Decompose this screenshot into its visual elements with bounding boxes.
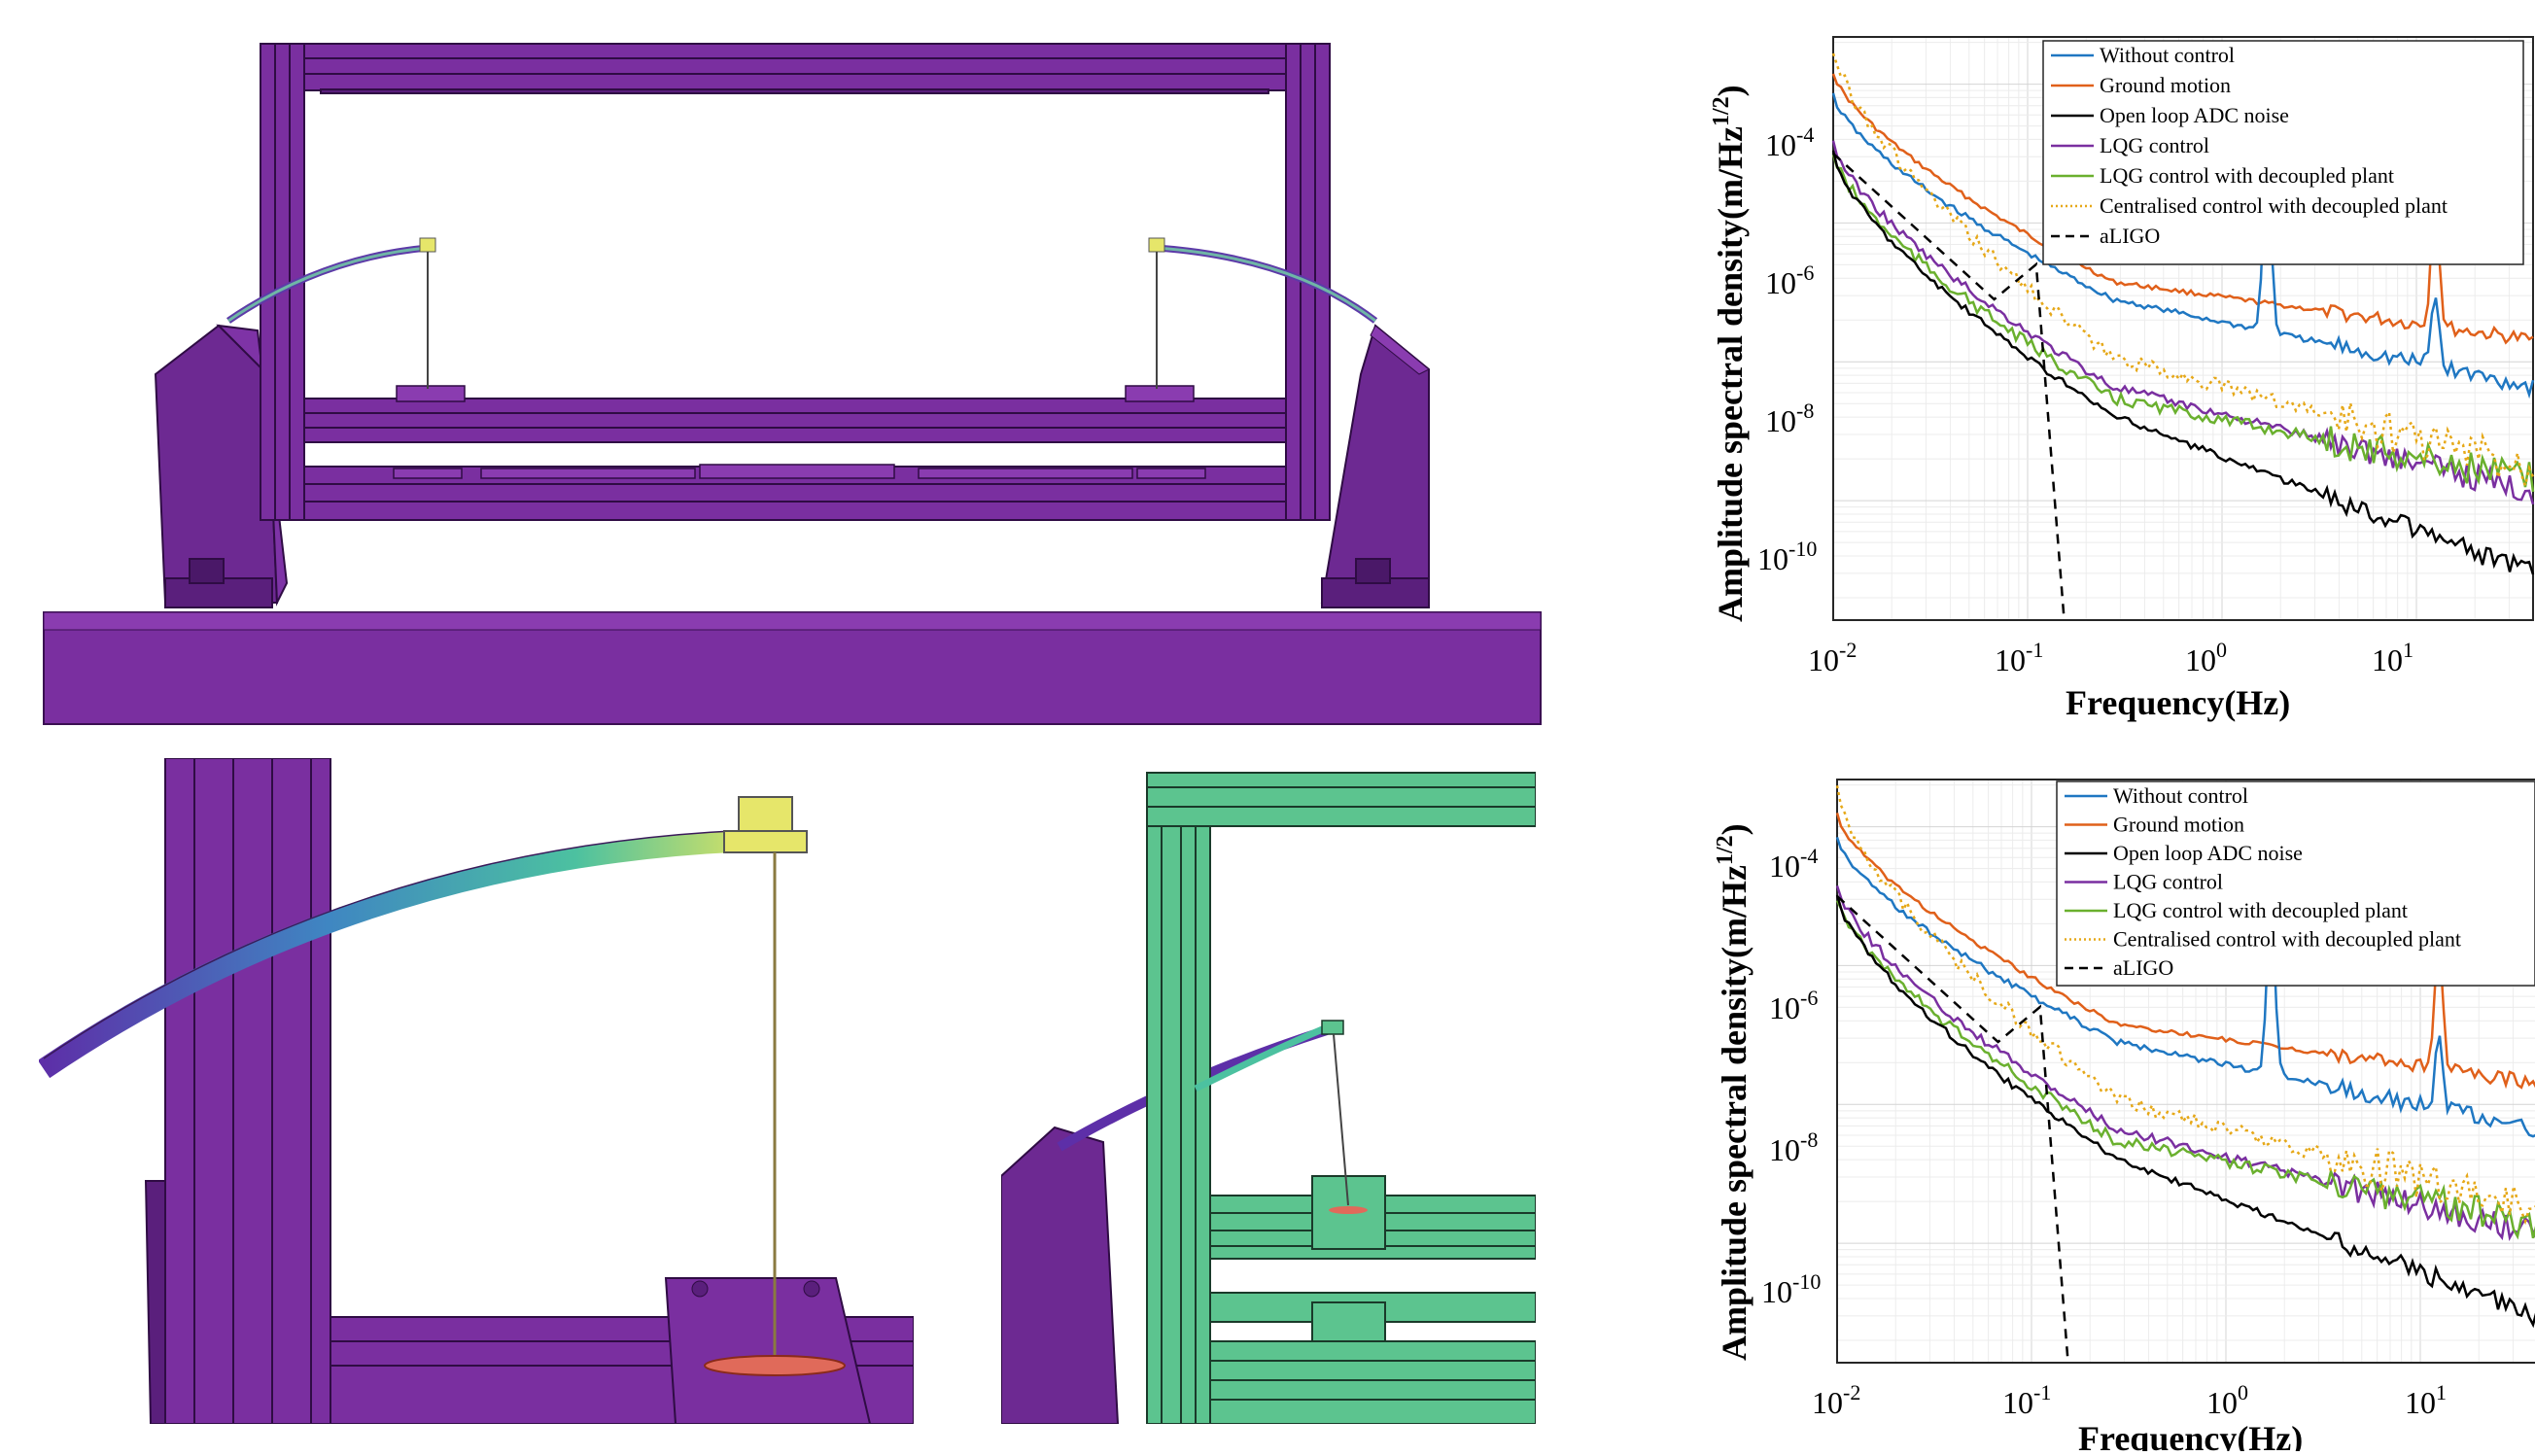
y-tick-label: 10-4 xyxy=(1765,122,1814,162)
x-tick-label: 100 xyxy=(2206,1380,2248,1420)
legend-label: Without control xyxy=(2113,783,2248,808)
cad-closeup-left-svg xyxy=(37,757,915,1425)
cad-closeup-green-svg xyxy=(1000,772,1537,1425)
y-tick-label: 10-10 xyxy=(1757,537,1817,576)
x-tick-label: 10-2 xyxy=(1808,638,1857,677)
asd-plot-top-svg: Without control Ground motion Open loop AD… xyxy=(1709,36,2535,722)
cad-closeup-green xyxy=(1000,768,1537,1425)
plot-axes-box xyxy=(1836,779,2535,1364)
closeup-blade xyxy=(37,830,754,1079)
green-view-wire xyxy=(1333,1033,1349,1206)
x-axis-label: Frequency(Hz) xyxy=(2078,1419,2303,1451)
legend-label: Ground motion xyxy=(2113,813,2244,837)
right-blade xyxy=(1156,244,1378,324)
asd-plot-bottom-svg: Without control Ground motion Open loop AD… xyxy=(1713,779,2535,1456)
x-tick-label: 100 xyxy=(2185,638,2227,677)
legend-box xyxy=(2056,780,2535,987)
curve-ground_motion xyxy=(1831,73,2534,345)
curve-aligo xyxy=(1836,895,2069,1364)
asd-plot-top: Without control Ground motion Open loop AD… xyxy=(1709,10,2535,729)
curve-without_control xyxy=(1831,92,2535,399)
curve-centralised_decoupled xyxy=(1831,52,2535,490)
legend-label: LQG control with decoupled plant xyxy=(2100,163,2394,188)
y-tick-label: 10-8 xyxy=(1769,1127,1818,1167)
x-tick-label: 10-1 xyxy=(2002,1380,2051,1420)
cad-overview-render xyxy=(39,39,1555,729)
asd-plot-bottom: Without control Ground motion Open loop AD… xyxy=(1711,748,2535,1456)
y-tick-label: 10-6 xyxy=(1765,260,1814,300)
x-tick-labels: 10-2 10-1 100 101 xyxy=(1808,638,2413,677)
y-tick-label: 10-8 xyxy=(1765,399,1814,438)
legend-label: aLIGO xyxy=(2100,224,2160,248)
plot-legend: Without control Ground motion Open loop AD… xyxy=(2056,780,2535,987)
x-tick-label: 10-2 xyxy=(1812,1380,1860,1420)
legend-label: LQG control xyxy=(2100,133,2209,157)
x-tick-label: 101 xyxy=(2405,1380,2447,1420)
legend-label: aLIGO xyxy=(2113,955,2173,980)
purple-frame xyxy=(260,43,1331,521)
left-blade-tip xyxy=(419,237,436,253)
y-axis-label: Amplitude spectral density(m/Hz1/2) xyxy=(1711,85,1750,622)
curve-without_control xyxy=(1835,837,2535,1138)
green-view-purple-bracket xyxy=(1000,1126,1120,1425)
x-tick-label: 10-1 xyxy=(1995,638,2043,677)
curve-aligo xyxy=(1832,153,2066,621)
legend-label: Centralised control with decoupled plant xyxy=(2100,193,2448,218)
curve-lqg_decoupled xyxy=(1835,899,2535,1240)
y-tick-label: 10-4 xyxy=(1769,844,1818,884)
legend-label: Without control xyxy=(2100,43,2235,67)
plot-legend: Without control Ground motion Open loop AD… xyxy=(2042,40,2524,265)
curve-centralised_decoupled xyxy=(1835,784,2535,1226)
curve-open_loop_adc xyxy=(1831,150,2535,575)
y-tick-label: 10-10 xyxy=(1761,1269,1821,1309)
curve-lqg_decoupled xyxy=(1831,154,2535,493)
y-tick-labels: 10-4 10-6 10-8 10-10 xyxy=(1761,844,1821,1309)
cad-overview-svg xyxy=(43,43,1542,725)
right-clamp xyxy=(1125,385,1195,402)
plot-curves xyxy=(1835,784,2535,1364)
plot-curves xyxy=(1831,52,2535,621)
closeup-vertical-post xyxy=(164,757,331,1425)
left-blade xyxy=(226,244,429,324)
legend-label: LQG control xyxy=(2113,870,2223,894)
base-beam xyxy=(43,611,1542,725)
x-axis-label: Frequency(Hz) xyxy=(2066,683,2290,722)
right-blade-tip xyxy=(1148,237,1165,253)
legend-label: LQG control with decoupled plant xyxy=(2113,898,2408,922)
legend-box xyxy=(2042,40,2524,265)
curve-open_loop_adc xyxy=(1835,894,2535,1329)
cad-closeup-left xyxy=(37,757,915,1425)
green-frame xyxy=(1146,772,1537,1425)
y-axis-label: Amplitude spectral density(m/Hz1/2) xyxy=(1713,823,1754,1361)
y-tick-label: 10-6 xyxy=(1769,986,1818,1025)
closeup-disc xyxy=(704,1355,846,1376)
x-tick-label: 101 xyxy=(2372,638,2413,677)
green-view-blade xyxy=(1194,1022,1334,1092)
curve-lqg_control xyxy=(1835,884,2535,1242)
legend-label: Open loop ADC noise xyxy=(2113,841,2303,865)
frame-pads xyxy=(393,464,1206,479)
plot-axes-box xyxy=(1832,36,2534,621)
curve-lqg_control xyxy=(1831,140,2535,505)
legend-label: Centralised control with decoupled plant xyxy=(2113,927,2461,952)
curve-ground_motion xyxy=(1835,813,2535,1090)
closeup-clamp-block xyxy=(664,1277,872,1425)
left-clamp xyxy=(396,385,466,402)
x-tick-labels: 10-2 10-1 100 101 xyxy=(1812,1380,2447,1420)
y-tick-labels: 10-4 10-6 10-8 10-10 xyxy=(1757,122,1817,576)
legend-label: Open loop ADC noise xyxy=(2100,103,2289,127)
legend-label: Ground motion xyxy=(2100,73,2231,97)
